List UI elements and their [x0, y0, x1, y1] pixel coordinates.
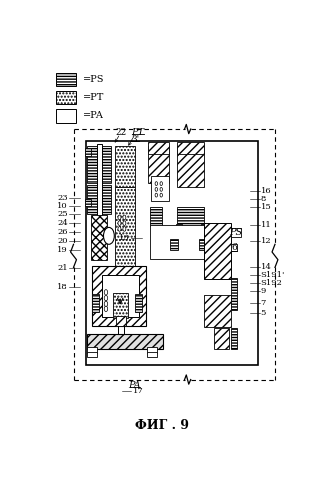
- Text: 20: 20: [57, 237, 68, 245]
- Text: 19: 19: [57, 247, 68, 254]
- Bar: [231, 244, 237, 251]
- Bar: [148, 146, 169, 183]
- Text: 14: 14: [261, 262, 272, 270]
- Bar: [87, 347, 97, 353]
- Text: 3': 3': [131, 135, 139, 144]
- Bar: [55, 91, 76, 104]
- Bar: [115, 187, 135, 271]
- Bar: [177, 146, 204, 188]
- Bar: [199, 240, 208, 250]
- Bar: [177, 142, 204, 154]
- Text: 11: 11: [261, 221, 271, 229]
- Bar: [148, 142, 169, 154]
- Circle shape: [160, 193, 162, 197]
- Bar: [204, 295, 231, 327]
- Bar: [135, 294, 142, 311]
- Bar: [147, 352, 157, 357]
- Text: 18: 18: [57, 282, 68, 290]
- Circle shape: [123, 227, 126, 231]
- Circle shape: [104, 301, 108, 306]
- Circle shape: [103, 228, 114, 245]
- Text: PA: PA: [129, 381, 141, 390]
- Bar: [115, 146, 135, 188]
- Text: 7: 7: [261, 299, 266, 307]
- Circle shape: [123, 221, 126, 226]
- Text: 21: 21: [57, 264, 68, 272]
- Bar: [116, 316, 126, 326]
- Text: 9: 9: [261, 287, 266, 295]
- Bar: [93, 294, 99, 311]
- Bar: [87, 185, 111, 214]
- Circle shape: [155, 188, 158, 191]
- Bar: [55, 72, 76, 86]
- Circle shape: [118, 215, 121, 220]
- Bar: [231, 228, 241, 238]
- Bar: [97, 144, 102, 241]
- Text: ФИГ . 9: ФИГ . 9: [135, 419, 190, 432]
- Text: =PT: =PT: [83, 93, 104, 102]
- Bar: [170, 240, 178, 250]
- Circle shape: [123, 215, 126, 220]
- Text: 15: 15: [261, 203, 271, 211]
- Circle shape: [155, 182, 158, 186]
- Bar: [113, 293, 127, 318]
- Text: 25: 25: [57, 210, 68, 218]
- Text: =PS: =PS: [83, 74, 104, 84]
- Text: 6: 6: [231, 243, 237, 252]
- Bar: [91, 216, 107, 259]
- Bar: [93, 266, 146, 326]
- Bar: [87, 146, 111, 183]
- Circle shape: [104, 306, 108, 311]
- Bar: [204, 223, 231, 279]
- Bar: [86, 141, 258, 365]
- Text: 24: 24: [57, 219, 68, 227]
- Bar: [176, 224, 182, 231]
- Text: S191': S191': [261, 271, 285, 279]
- Circle shape: [160, 182, 162, 186]
- Bar: [177, 208, 204, 226]
- Circle shape: [118, 221, 121, 226]
- Circle shape: [104, 289, 108, 295]
- Text: 22: 22: [116, 128, 127, 137]
- Circle shape: [155, 193, 158, 197]
- Bar: [152, 176, 169, 201]
- Text: 10: 10: [57, 202, 68, 210]
- Text: 16: 16: [261, 187, 271, 195]
- Bar: [150, 208, 163, 226]
- Bar: [87, 334, 164, 349]
- Circle shape: [104, 295, 108, 301]
- Bar: [87, 352, 97, 357]
- Bar: [231, 278, 237, 309]
- Circle shape: [160, 188, 162, 191]
- Text: 8: 8: [261, 195, 266, 203]
- Text: PT: PT: [131, 128, 145, 137]
- Text: 5: 5: [261, 309, 266, 317]
- Text: 23: 23: [57, 194, 68, 202]
- Bar: [201, 224, 207, 231]
- Text: =PA: =PA: [83, 111, 103, 120]
- Text: 13: 13: [119, 234, 130, 242]
- Text: 12: 12: [261, 237, 271, 245]
- Bar: [102, 275, 139, 317]
- Text: 26: 26: [57, 228, 68, 236]
- Bar: [150, 225, 204, 259]
- Bar: [85, 148, 91, 156]
- Bar: [231, 328, 237, 349]
- Text: 17: 17: [133, 387, 143, 395]
- Bar: [214, 328, 229, 349]
- Circle shape: [118, 227, 121, 231]
- Text: S192: S192: [261, 279, 283, 287]
- Text: PS: PS: [230, 228, 243, 238]
- Bar: [147, 347, 157, 353]
- Bar: [55, 109, 76, 123]
- Bar: [85, 199, 91, 206]
